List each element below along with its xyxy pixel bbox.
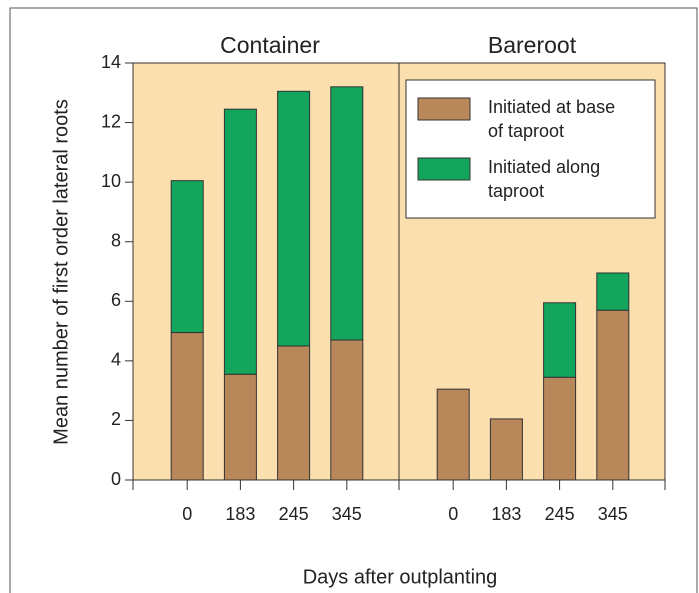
bar-segment	[543, 376, 577, 481]
y-tick-label: 14	[101, 52, 121, 72]
y-tick-label: 2	[111, 409, 121, 429]
frame	[9, 7, 698, 593]
bar-segment	[330, 339, 364, 481]
bar-segment	[330, 86, 364, 341]
y-tick-label: 0	[111, 469, 121, 489]
bar-segment	[596, 309, 630, 481]
x-tick-label: 245	[545, 504, 575, 524]
legend-swatch	[417, 157, 471, 181]
y-tick-label: 12	[101, 111, 121, 131]
x-tick-label: 345	[332, 504, 362, 524]
panel-title: Container	[220, 32, 320, 58]
bar-segment	[277, 90, 311, 347]
legend-label: Initiated at base of taproot	[488, 97, 616, 141]
x-tick-label: 183	[225, 504, 255, 524]
legend-swatch	[417, 97, 471, 121]
bar-segment	[170, 180, 204, 334]
bar-segment	[277, 345, 311, 481]
panel-title: Bareroot	[488, 32, 577, 58]
bar-segment	[170, 332, 204, 481]
x-tick-label: 0	[182, 504, 192, 524]
bar-segment	[543, 302, 577, 378]
legend-label: Initiated along taproot	[488, 157, 601, 201]
x-tick-label: 345	[598, 504, 628, 524]
bar-segment	[489, 418, 523, 481]
x-tick-label: 0	[448, 504, 458, 524]
y-tick-label: 6	[111, 290, 121, 310]
x-tick-label: 183	[491, 504, 521, 524]
bar-segment	[223, 108, 257, 375]
y-tick-label: 8	[111, 230, 121, 250]
y-tick-label: 10	[101, 171, 121, 191]
y-tick-label: 4	[111, 350, 121, 370]
bar-segment	[436, 388, 470, 481]
bar-segment	[223, 373, 257, 481]
y-axis-label: Mean number of first order lateral roots	[50, 99, 72, 445]
x-tick-label: 245	[279, 504, 309, 524]
x-axis-label: Days after outplanting	[303, 566, 498, 588]
bar-segment	[596, 272, 630, 311]
